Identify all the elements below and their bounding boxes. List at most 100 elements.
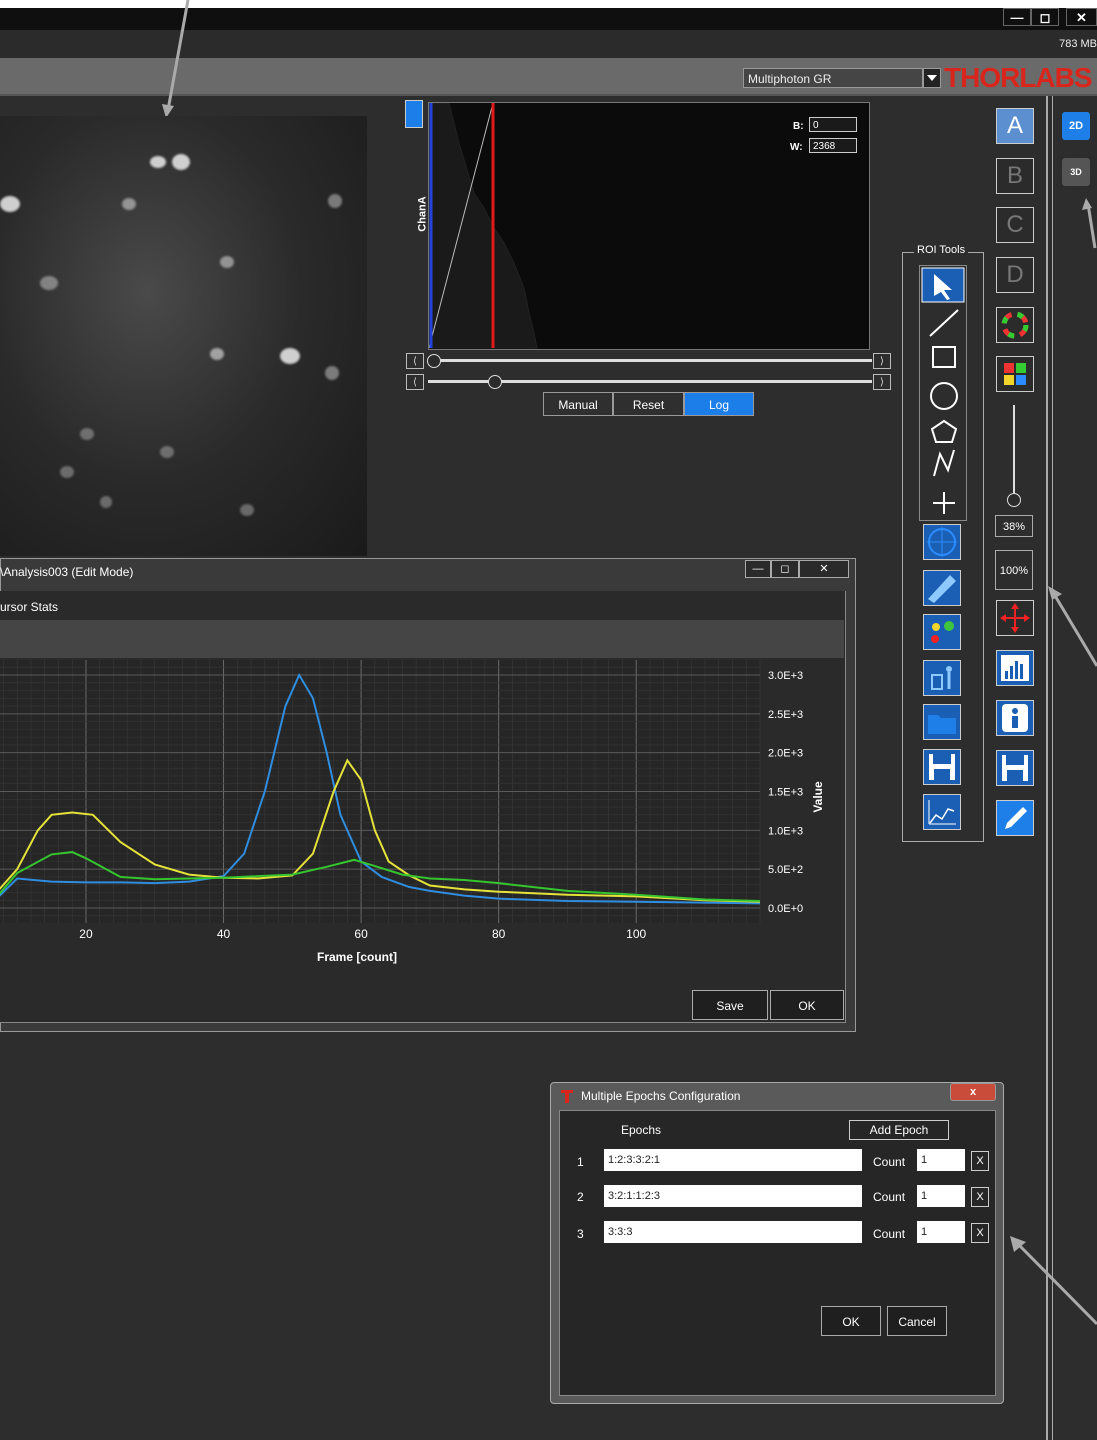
pencil-icon[interactable] <box>996 800 1034 836</box>
black-level-input[interactable]: 0 <box>809 117 857 132</box>
x-tick-label: 80 <box>492 927 506 941</box>
ok-button[interactable]: OK <box>770 990 844 1020</box>
analysis-maximize-button[interactable]: ◻ <box>771 560 799 578</box>
grid-layout-icon[interactable] <box>996 356 1034 392</box>
white-slider[interactable] <box>428 380 872 383</box>
tab-content-header <box>0 620 844 658</box>
black-level-label: B: <box>793 121 804 132</box>
black-slider-knob[interactable] <box>427 354 441 368</box>
channel-b-button[interactable]: B <box>996 158 1034 194</box>
epoch-index: 1 <box>577 1155 584 1169</box>
roi-shape-group <box>919 265 967 521</box>
roi-line-tool[interactable] <box>922 305 964 339</box>
tab-cursor-stats[interactable]: ursor Stats <box>0 600 59 614</box>
reset-button[interactable]: Reset <box>613 392 684 416</box>
epochs-column-header: Epochs <box>621 1123 662 1137</box>
roi-polygon-tool[interactable] <box>922 418 964 448</box>
image-viewer[interactable] <box>0 116 367 556</box>
y-tick-label: 0.0E+0 <box>768 903 803 915</box>
view-2d-button[interactable]: 2D <box>1062 112 1090 140</box>
roi-rectangle-tool[interactable] <box>922 343 964 373</box>
trash-icon[interactable] <box>923 660 961 696</box>
move-icon[interactable] <box>996 600 1034 636</box>
black-slider[interactable] <box>428 359 872 362</box>
black-increment-button[interactable]: ⟩ <box>873 353 891 369</box>
channel-d-button[interactable]: D <box>996 257 1034 293</box>
white-increment-button[interactable]: ⟩ <box>873 374 891 390</box>
epoch-index: 3 <box>577 1227 584 1241</box>
roi-ellipse-tool[interactable] <box>922 378 964 414</box>
epochs-cancel-button[interactable]: Cancel <box>887 1306 947 1336</box>
channel-a-button[interactable]: A <box>996 108 1034 144</box>
zoom-histogram-icon[interactable] <box>405 100 423 128</box>
y-tick-label: 2.5E+3 <box>768 709 803 721</box>
series-line-1 <box>0 672 761 905</box>
modality-select[interactable]: Multiphoton GR <box>743 68 923 88</box>
thorlabs-logo: THORLABS <box>944 62 1093 93</box>
callout-arrow-icon <box>1010 1236 1097 1326</box>
ruler-icon[interactable] <box>923 570 961 606</box>
roi-select-tool[interactable] <box>922 267 964 301</box>
roi-tools-title: ROI Tools <box>914 244 969 256</box>
y-tick-label: 1.0E+3 <box>768 825 803 837</box>
manual-button[interactable]: Manual <box>543 392 613 416</box>
channel-c-button[interactable]: C <box>996 207 1034 243</box>
white-slider-knob[interactable] <box>488 375 502 389</box>
epoch-sequence-input[interactable]: 3:3:3 <box>604 1221 862 1243</box>
roi-crosshair-tool[interactable] <box>922 488 964 518</box>
zoom-slider[interactable] <box>1013 405 1015 497</box>
callout-arrow-icon <box>1082 198 1097 249</box>
zoom-100-button[interactable]: 100% <box>995 550 1033 590</box>
x-axis-label: Frame [count] <box>317 950 397 964</box>
epoch-sequence-input[interactable]: 3:2:1:1:2:3 <box>604 1185 862 1207</box>
view-3d-button[interactable]: 3D <box>1062 158 1090 186</box>
analysis-window-title: \Analysis003 (Edit Mode) <box>0 565 134 579</box>
x-tick-label: 40 <box>217 927 231 941</box>
zoom-percent: 38% <box>995 515 1033 537</box>
color-wheel-icon[interactable] <box>996 307 1034 343</box>
memory-usage: 783 MB <box>1059 38 1097 50</box>
y-tick-label: 3.0E+3 <box>768 670 803 682</box>
remove-epoch-button[interactable]: X <box>971 1187 989 1207</box>
chevron-down-icon[interactable] <box>923 68 941 88</box>
series-line-2 <box>0 758 761 903</box>
chart-icon[interactable] <box>923 794 961 830</box>
save-icon[interactable] <box>923 749 961 785</box>
roi-color-icon[interactable] <box>923 614 961 650</box>
close-button[interactable]: ✕ <box>1066 8 1097 26</box>
save-button[interactable]: Save <box>692 990 768 1020</box>
save-image-icon[interactable] <box>996 750 1034 786</box>
epoch-sequence-input[interactable]: 1:2:3:3:2:1 <box>604 1149 862 1171</box>
count-input[interactable]: 1 <box>917 1221 965 1243</box>
folder-icon[interactable] <box>923 704 961 740</box>
y-axis-label: Value <box>811 781 825 813</box>
remove-epoch-button[interactable]: X <box>971 1151 989 1171</box>
white-level-input[interactable]: 2368 <box>809 138 857 153</box>
count-input[interactable]: 1 <box>917 1185 965 1207</box>
analysis-minimize-button[interactable]: — <box>745 560 771 578</box>
count-input[interactable]: 1 <box>917 1149 965 1171</box>
black-decrement-button[interactable]: ⟨ <box>406 353 424 369</box>
info-icon[interactable] <box>996 700 1034 736</box>
histogram-icon[interactable] <box>996 650 1034 686</box>
roi-polyline-tool[interactable] <box>922 450 964 484</box>
epochs-dialog-title: Multiple Epochs Configuration <box>581 1089 741 1103</box>
histogram-plot[interactable]: B: 0 W: 2368 <box>428 102 870 350</box>
line-chart: 20 40 60 80 100 0.0E+0 5.0E+2 1.0E+3 1.5E+3 2.0E+… <box>0 660 825 964</box>
count-label: Count <box>873 1227 906 1241</box>
white-decrement-button[interactable]: ⟨ <box>406 374 424 390</box>
remove-epoch-button[interactable]: X <box>971 1223 989 1243</box>
epochs-ok-button[interactable]: OK <box>821 1306 881 1336</box>
count-label: Count <box>873 1155 906 1169</box>
target-icon[interactable] <box>923 524 961 560</box>
zoom-slider-knob[interactable] <box>1007 493 1021 507</box>
restore-button[interactable]: ◻ <box>1031 8 1059 26</box>
callout-arrow-icon <box>162 0 190 118</box>
minimize-button[interactable]: — <box>1003 8 1031 26</box>
add-epoch-button[interactable]: Add Epoch <box>849 1120 949 1140</box>
log-button[interactable]: Log <box>684 392 754 416</box>
analysis-close-button[interactable]: ✕ <box>799 560 849 578</box>
channel-label: ChanA <box>416 196 429 232</box>
screen-top-edge <box>0 0 1097 8</box>
epochs-close-button[interactable]: x <box>950 1083 996 1101</box>
